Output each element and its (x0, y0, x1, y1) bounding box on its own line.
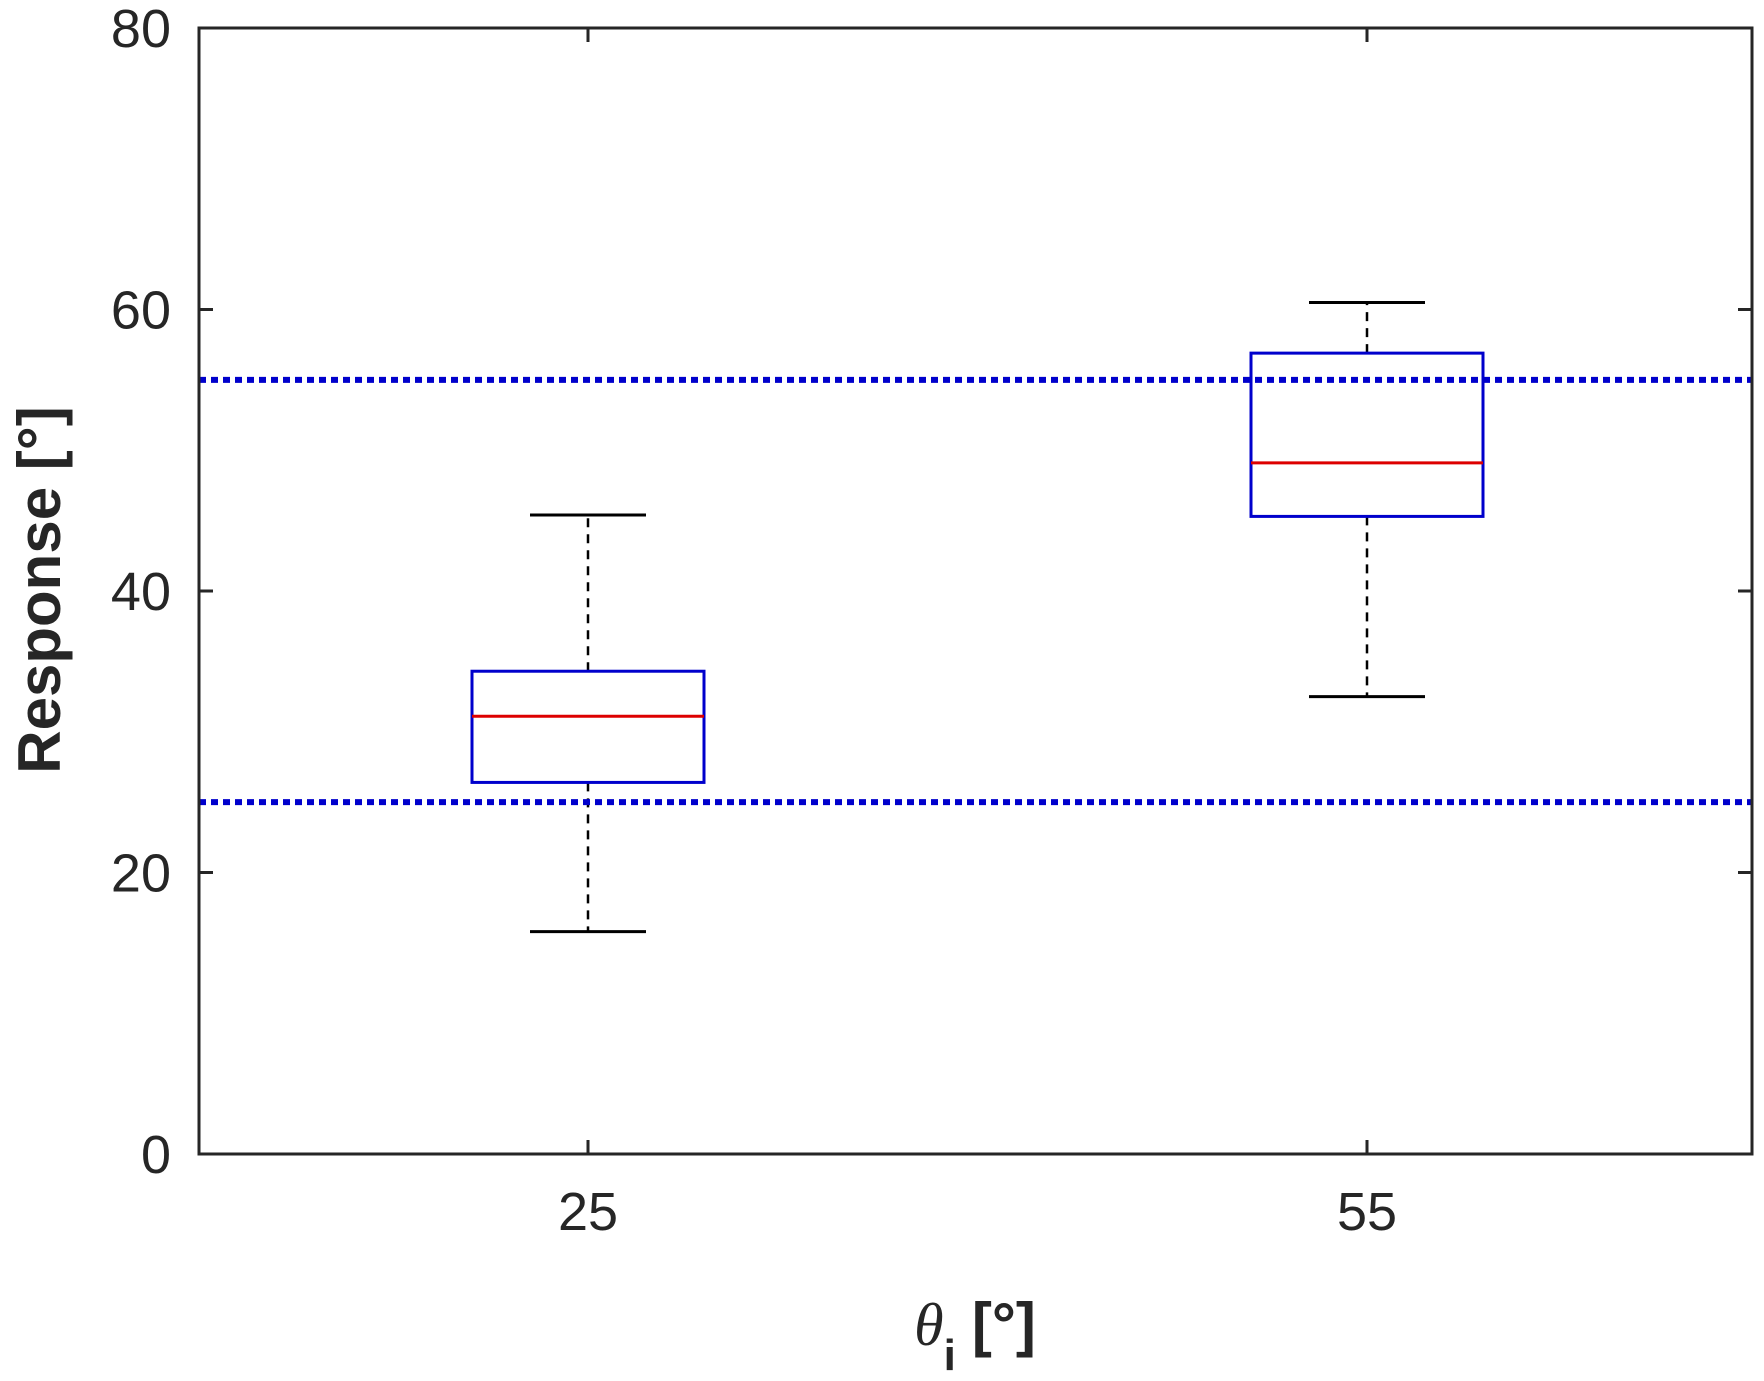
x-tick-label: 55 (1337, 1182, 1397, 1242)
x-axis-title: θi [°] (914, 1291, 1036, 1380)
box (470, 669, 706, 784)
y-tick-label: 80 (111, 0, 171, 59)
y-tick-label: 20 (111, 844, 171, 904)
axes-frame (197, 26, 1754, 1156)
y-tick-label: 40 (111, 562, 171, 622)
x-axis-title-unit: [°] (972, 1291, 1036, 1358)
y-tick-label: 0 (141, 1125, 171, 1185)
x-tick-label: 25 (558, 1182, 618, 1242)
box (1249, 351, 1485, 518)
y-axis-title: Response [°] (6, 406, 73, 773)
x-axis-title-symbol: θ (914, 1292, 943, 1358)
y-tick-label: 60 (111, 281, 171, 341)
box-group-55 (1249, 300, 1485, 699)
reference-lines (199, 376, 1752, 806)
x-axis-title-subscript: i (944, 1331, 956, 1380)
box-group-25 (470, 513, 706, 934)
plot-content (470, 300, 1485, 934)
axis-ticks: 0 20 40 60 80 25 55 (111, 0, 1752, 1242)
